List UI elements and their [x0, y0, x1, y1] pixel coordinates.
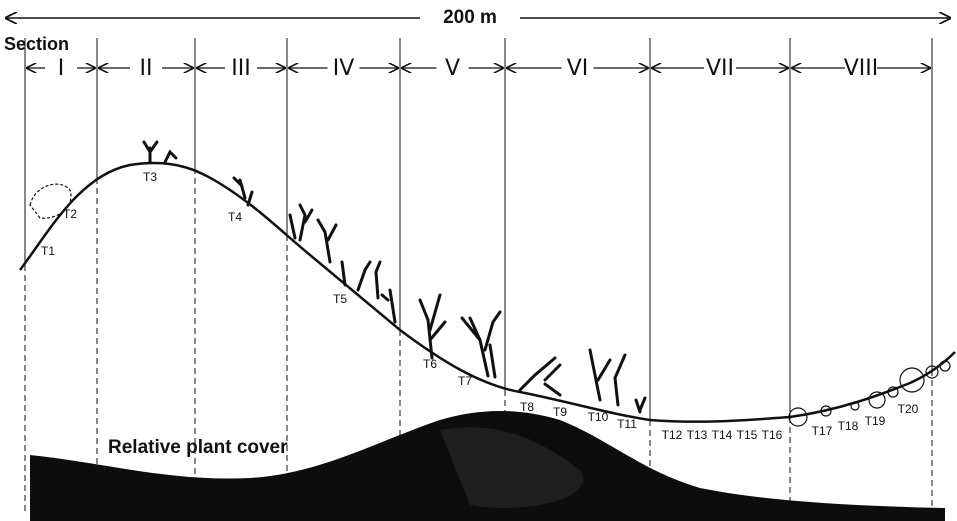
transect-label: T1 — [41, 244, 55, 258]
section-label: II — [140, 56, 153, 81]
transect-labels: T1 T2 T3 T4 T5 T6 T7 T8 T9 T10 T11 T12 T13 T14 T15 T16 T… — [41, 170, 919, 442]
section-label: IV — [333, 56, 355, 81]
section-label: V — [445, 56, 460, 81]
transect-label: T20 — [898, 402, 919, 416]
transect-label: T16 — [762, 428, 783, 442]
plant-cover-label: Relative plant cover — [108, 437, 288, 458]
section-label: III — [231, 56, 250, 81]
transect-label: T8 — [520, 400, 534, 414]
transect-label: T17 — [812, 424, 833, 438]
transect-label: T7 — [458, 374, 472, 388]
terrain-profile — [20, 163, 955, 422]
transect-label: T5 — [333, 292, 347, 306]
transect-label: T4 — [228, 210, 242, 224]
section-heading: Section — [4, 34, 69, 54]
transect-label: T3 — [143, 170, 157, 184]
transect-label: T13 — [687, 428, 708, 442]
transect-label: T11 — [617, 417, 637, 431]
scale-label: 200 m — [443, 7, 497, 28]
transect-label: T12 — [662, 428, 683, 442]
transect-label: T19 — [865, 414, 886, 428]
section-label: VI — [567, 56, 589, 81]
transect-label: T6 — [423, 357, 437, 371]
section-label: VII — [706, 56, 734, 81]
transect-label: T15 — [737, 428, 758, 442]
transect-label: T2 — [63, 207, 77, 221]
transect-label: T14 — [712, 428, 733, 442]
diagram: 200 m Section IIIIIIIVVVIVIIVIII Relativ… — [0, 0, 957, 521]
section-label: VIII — [844, 56, 879, 81]
transect-label: T10 — [588, 410, 609, 424]
transect-label: T18 — [838, 419, 859, 433]
crowns — [30, 184, 950, 426]
section-label: I — [58, 56, 65, 81]
transect-label: T9 — [553, 405, 567, 419]
